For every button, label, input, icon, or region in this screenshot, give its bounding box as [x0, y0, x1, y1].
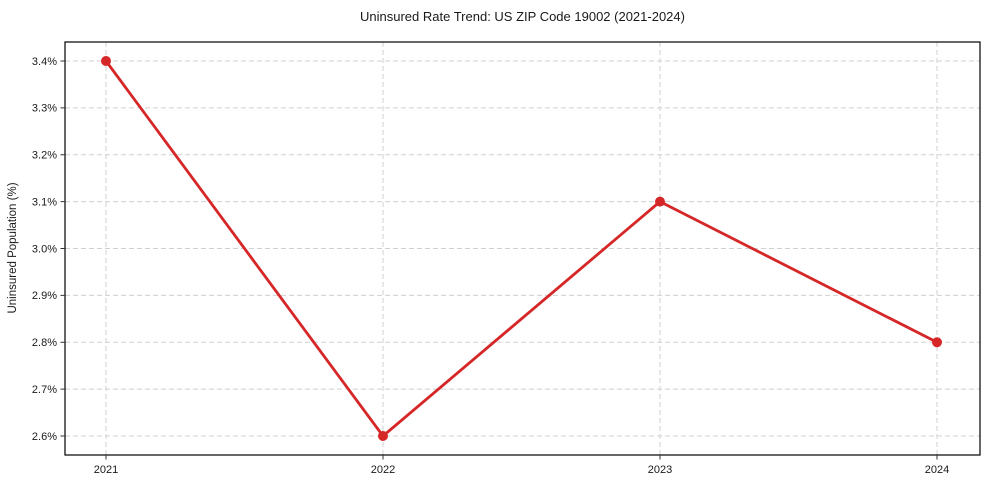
y-tick-label: 2.9%: [32, 290, 57, 302]
trend-line: [104, 59, 939, 438]
chart-title: Uninsured Rate Trend: US ZIP Code 19002 …: [360, 9, 685, 24]
x-tick-label: 2022: [371, 464, 395, 476]
y-tick-label: 3.3%: [32, 103, 57, 115]
data-point-marker: [655, 196, 665, 207]
x-tick-label: 2023: [648, 464, 672, 476]
x-tick-label: 2024: [925, 464, 949, 476]
x-tick-label: 2021: [94, 464, 118, 476]
y-tick-label: 2.7%: [32, 384, 57, 396]
data-point-marker: [101, 56, 111, 66]
y-tick-label: 3.2%: [32, 150, 57, 162]
y-tick-label: 2.6%: [32, 431, 57, 443]
y-tick-label: 3.1%: [32, 196, 57, 208]
data-point-marker: [378, 431, 388, 441]
y-tick-label: 3.0%: [32, 243, 57, 255]
y-tick-label: 2.8%: [32, 337, 57, 349]
y-tick-label: 3.4%: [32, 56, 57, 68]
data-point-marker: [932, 337, 942, 348]
